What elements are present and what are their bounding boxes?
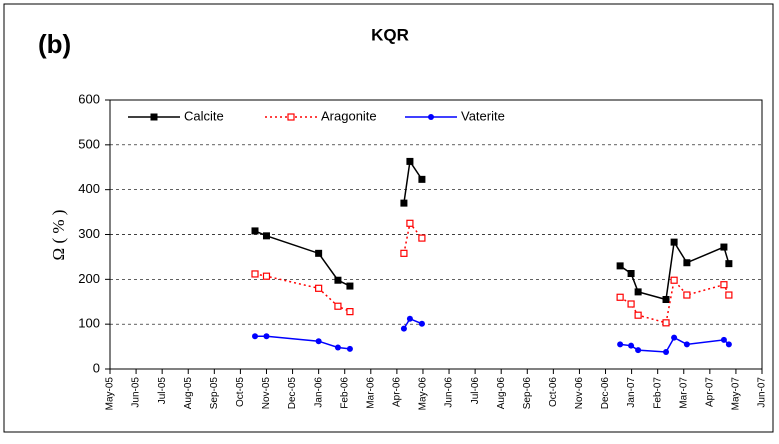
chart-title: KQR xyxy=(371,25,409,44)
marker xyxy=(406,157,414,165)
series-line xyxy=(254,221,730,324)
marker xyxy=(627,300,635,308)
x-tick-label: Jan-06 xyxy=(313,377,324,408)
y-tick-label: 600 xyxy=(78,91,100,106)
marker xyxy=(346,345,353,352)
marker xyxy=(662,296,670,304)
x-tick-label: Jun-05 xyxy=(131,377,142,408)
marker xyxy=(671,334,678,341)
marker xyxy=(334,302,342,310)
legend-marker xyxy=(428,114,434,120)
x-tick-label: Apr-07 xyxy=(704,377,715,407)
marker xyxy=(262,232,270,240)
x-tick-label: Aug-05 xyxy=(183,377,194,410)
series-line xyxy=(255,317,730,353)
frame xyxy=(3,3,774,433)
marker xyxy=(725,260,733,268)
marker xyxy=(627,270,635,278)
marker xyxy=(616,293,624,301)
marker xyxy=(262,272,271,280)
y-tick-label: 0 xyxy=(93,360,100,375)
x-tick-label: Feb-06 xyxy=(339,377,350,409)
marker xyxy=(263,333,270,340)
marker xyxy=(617,341,624,348)
marker xyxy=(334,344,341,351)
marker xyxy=(252,333,259,340)
x-tick-label: Jul-05 xyxy=(157,377,168,405)
marker xyxy=(315,338,322,345)
marker xyxy=(720,336,727,343)
legend-marker xyxy=(287,113,295,121)
marker xyxy=(251,227,259,235)
marker xyxy=(315,284,323,292)
marker xyxy=(720,243,728,251)
x-tick-label: Jun-07 xyxy=(757,377,768,408)
marker xyxy=(662,319,670,327)
marker xyxy=(418,175,426,183)
marker xyxy=(725,291,733,299)
marker xyxy=(670,276,678,284)
marker xyxy=(400,199,408,207)
y-axis-label: Ω ( % ) xyxy=(49,210,68,261)
x-tick-label: Feb-07 xyxy=(652,377,663,409)
x-tick-label: Oct-06 xyxy=(548,377,559,407)
marker xyxy=(334,276,342,284)
marker xyxy=(418,234,426,242)
marker xyxy=(663,348,670,355)
legend-marker xyxy=(150,113,158,121)
marker xyxy=(406,219,414,227)
x-tick-label: Jan-07 xyxy=(626,377,637,408)
marker xyxy=(634,311,642,319)
marker xyxy=(683,259,691,267)
marker xyxy=(683,291,691,299)
marker xyxy=(670,238,678,246)
x-tick-label: Mar-07 xyxy=(678,377,689,409)
x-tick-label: Nov-05 xyxy=(261,377,272,410)
marker xyxy=(251,270,259,278)
marker xyxy=(634,288,642,296)
x-tick-label: May-07 xyxy=(731,377,742,411)
x-tick-label: Jul-06 xyxy=(470,377,481,405)
x-tick-label: Dec-05 xyxy=(287,377,298,410)
marker xyxy=(683,341,690,348)
marker xyxy=(635,347,642,354)
x-tick-label: Aug-06 xyxy=(496,377,507,410)
x-tick-label: Apr-06 xyxy=(392,377,403,407)
marker xyxy=(628,342,635,349)
y-tick-label: 500 xyxy=(78,136,100,151)
y-tick-label: 100 xyxy=(78,316,100,331)
y-tick-label: 400 xyxy=(78,181,100,196)
x-tick-label: Dec-06 xyxy=(600,377,611,410)
legend-label: Calcite xyxy=(184,108,224,123)
marker xyxy=(720,281,728,289)
x-tick-label: Jun-06 xyxy=(444,377,455,408)
x-tick-label: Nov-06 xyxy=(574,377,585,410)
marker xyxy=(400,249,408,257)
marker xyxy=(315,249,323,257)
x-tick-label: Sep-06 xyxy=(522,377,533,410)
marker xyxy=(346,308,354,316)
series-line xyxy=(254,159,730,301)
x-tick-label: May-05 xyxy=(105,377,116,411)
y-tick-label: 300 xyxy=(78,226,100,241)
marker xyxy=(346,282,354,290)
marker xyxy=(725,341,732,348)
marker xyxy=(400,325,407,332)
marker xyxy=(418,320,425,327)
y-tick-label: 200 xyxy=(78,271,100,286)
x-tick-label: Sep-05 xyxy=(209,377,220,410)
legend-label: Vaterite xyxy=(461,108,505,123)
marker xyxy=(616,262,624,270)
legend-label: Aragonite xyxy=(321,108,377,123)
panel-label: (b) xyxy=(38,29,71,59)
x-tick-label: Oct-05 xyxy=(235,377,246,407)
x-tick-label: Mar-06 xyxy=(365,377,376,409)
x-tick-label: May-06 xyxy=(418,377,429,411)
marker xyxy=(406,315,413,322)
